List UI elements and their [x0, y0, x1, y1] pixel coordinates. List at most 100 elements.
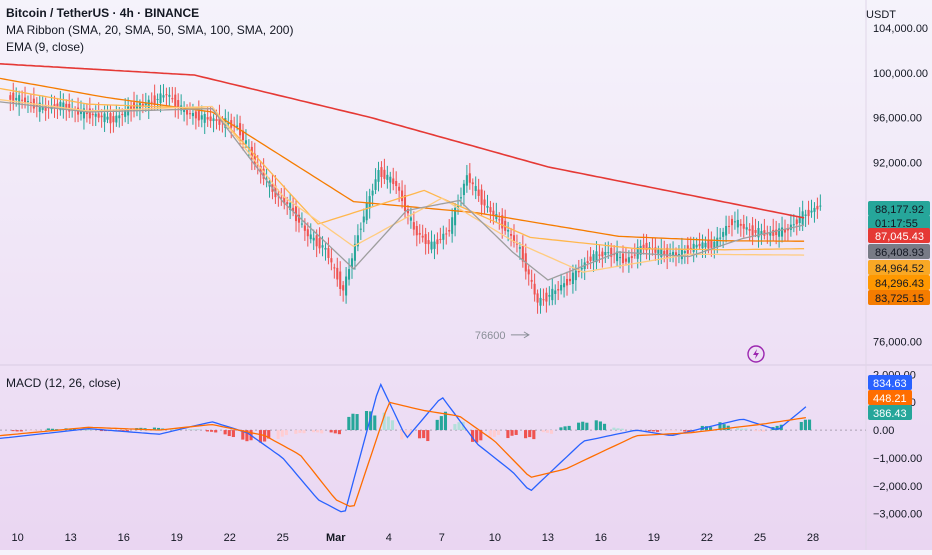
- signal-line[interactable]: [0, 401, 807, 507]
- candle-body[interactable]: [368, 196, 371, 209]
- candle-body[interactable]: [448, 230, 451, 232]
- candle-body[interactable]: [403, 195, 407, 211]
- candle-body[interactable]: [804, 214, 807, 216]
- candle-body[interactable]: [489, 207, 492, 213]
- candle-body[interactable]: [194, 111, 197, 119]
- candle-body[interactable]: [144, 103, 147, 106]
- candle-body[interactable]: [59, 101, 62, 111]
- candle-body[interactable]: [539, 297, 542, 306]
- candle-body[interactable]: [680, 248, 683, 260]
- candle-body[interactable]: [141, 103, 144, 106]
- candle-body[interactable]: [333, 267, 336, 269]
- candle-body[interactable]: [421, 235, 424, 238]
- candle-body[interactable]: [85, 112, 88, 115]
- candle-body[interactable]: [312, 237, 315, 241]
- candle-body[interactable]: [112, 116, 115, 123]
- candle-body[interactable]: [327, 248, 330, 258]
- candle-body[interactable]: [639, 245, 642, 255]
- candle-body[interactable]: [318, 238, 321, 249]
- candle-body[interactable]: [289, 202, 292, 210]
- candle-body[interactable]: [778, 228, 781, 237]
- candle-body[interactable]: [409, 217, 412, 221]
- candle-body[interactable]: [710, 240, 713, 248]
- candle-body[interactable]: [227, 122, 230, 125]
- candle-body[interactable]: [124, 109, 127, 117]
- candle-body[interactable]: [730, 218, 734, 226]
- candle-body[interactable]: [150, 101, 153, 103]
- candle-body[interactable]: [722, 231, 725, 237]
- candle-body[interactable]: [607, 252, 610, 254]
- candle-body[interactable]: [26, 101, 30, 103]
- candle-body[interactable]: [177, 100, 180, 109]
- candle-body[interactable]: [374, 179, 377, 190]
- candle-body[interactable]: [719, 237, 722, 239]
- candle-body[interactable]: [542, 299, 545, 301]
- candle-body[interactable]: [642, 244, 645, 250]
- candle-body[interactable]: [15, 97, 18, 101]
- candle-body[interactable]: [262, 168, 265, 179]
- candle-body[interactable]: [739, 223, 742, 226]
- candle-body[interactable]: [645, 242, 648, 251]
- candle-body[interactable]: [775, 229, 778, 236]
- candle-body[interactable]: [695, 244, 698, 248]
- candle-body[interactable]: [754, 229, 757, 233]
- candle-body[interactable]: [772, 229, 775, 236]
- candle-body[interactable]: [610, 247, 613, 257]
- candle-body[interactable]: [465, 175, 468, 186]
- candle-body[interactable]: [377, 170, 380, 182]
- candle-body[interactable]: [135, 104, 139, 109]
- candle-body[interactable]: [557, 289, 560, 291]
- candle-body[interactable]: [253, 153, 256, 165]
- candle-body[interactable]: [300, 223, 303, 225]
- candle-body[interactable]: [206, 117, 209, 120]
- macd-histogram[interactable]: [11, 410, 812, 443]
- candle-body[interactable]: [480, 189, 483, 205]
- candle-body[interactable]: [439, 238, 442, 240]
- candle-body[interactable]: [433, 241, 436, 249]
- candle-body[interactable]: [348, 269, 351, 280]
- candle-body[interactable]: [468, 173, 471, 183]
- sma-200-line[interactable]: [0, 63, 805, 219]
- candle-body[interactable]: [698, 243, 701, 247]
- candle-body[interactable]: [406, 209, 409, 214]
- candle-body[interactable]: [218, 115, 221, 125]
- candle-body[interactable]: [595, 251, 598, 263]
- candle-body[interactable]: [65, 103, 68, 110]
- candle-body[interactable]: [716, 237, 719, 248]
- candle-body[interactable]: [704, 242, 707, 248]
- candle-body[interactable]: [592, 254, 595, 261]
- candle-body[interactable]: [183, 109, 186, 113]
- candle-body[interactable]: [613, 254, 616, 256]
- candle-body[interactable]: [203, 113, 206, 123]
- candle-body[interactable]: [292, 207, 295, 212]
- candle-body[interactable]: [162, 95, 165, 98]
- candle-body[interactable]: [748, 228, 751, 231]
- symbol-title[interactable]: Bitcoin / TetherUS · 4h · BINANCE: [6, 6, 200, 20]
- candle-body[interactable]: [789, 224, 792, 230]
- candle-body[interactable]: [713, 241, 716, 248]
- candle-body[interactable]: [97, 113, 100, 118]
- candle-body[interactable]: [171, 98, 174, 100]
- candle-body[interactable]: [415, 226, 418, 236]
- candle-body[interactable]: [633, 254, 636, 256]
- price-label[interactable]: 88,177.92: [868, 201, 930, 216]
- macd-value-label[interactable]: 448.21: [868, 390, 912, 405]
- candle-body[interactable]: [244, 140, 247, 144]
- candle-body[interactable]: [624, 258, 627, 262]
- candle-body[interactable]: [745, 227, 748, 230]
- candle-body[interactable]: [62, 102, 65, 111]
- candle-body[interactable]: [265, 178, 268, 180]
- candle-body[interactable]: [398, 186, 401, 191]
- candle-body[interactable]: [483, 199, 486, 206]
- candle-body[interactable]: [604, 251, 607, 256]
- ema-9-line[interactable]: [0, 101, 805, 281]
- sma-20-line[interactable]: [0, 99, 805, 273]
- candle-body[interactable]: [386, 174, 389, 180]
- candle-body[interactable]: [474, 186, 477, 191]
- candle-body[interactable]: [174, 94, 177, 108]
- candle-body[interactable]: [725, 225, 728, 236]
- candle-body[interactable]: [44, 105, 47, 111]
- candle-body[interactable]: [492, 210, 495, 215]
- candle-body[interactable]: [792, 224, 795, 226]
- price-label[interactable]: 87,045.43: [868, 228, 930, 243]
